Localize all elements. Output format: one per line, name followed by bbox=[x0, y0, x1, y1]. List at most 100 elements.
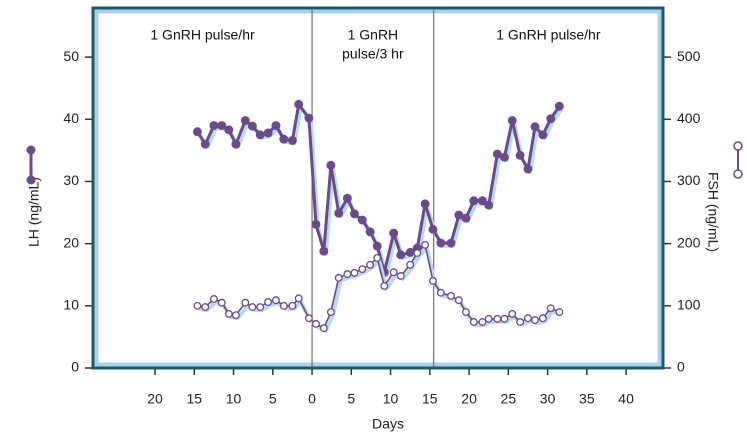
y2-tick-label: 400 bbox=[677, 110, 701, 126]
annotation: 1 GnRH pulse/hr bbox=[496, 27, 601, 43]
data-point bbox=[493, 314, 502, 323]
data-point bbox=[304, 113, 314, 123]
data-point bbox=[372, 241, 382, 251]
data-point bbox=[429, 277, 437, 285]
data-point bbox=[454, 210, 464, 220]
plot-frame bbox=[91, 6, 665, 370]
data-point bbox=[523, 164, 533, 174]
y-tick-label: 10 bbox=[63, 297, 79, 313]
data-point bbox=[231, 311, 240, 320]
data-point bbox=[515, 150, 525, 160]
data-point bbox=[516, 318, 525, 326]
y-tick-label: 20 bbox=[63, 234, 79, 250]
data-point bbox=[484, 200, 494, 210]
data-point bbox=[326, 160, 336, 170]
data-point bbox=[405, 247, 415, 257]
data-point bbox=[247, 121, 257, 131]
y2-tick-label: 0 bbox=[677, 359, 685, 375]
data-point bbox=[477, 196, 487, 206]
data-point bbox=[241, 298, 250, 307]
x-tick-label: 20 bbox=[147, 391, 163, 407]
x-tick-label: 15 bbox=[186, 391, 202, 407]
x-tick-label: 5 bbox=[347, 391, 355, 407]
data-point bbox=[531, 316, 539, 325]
data-point bbox=[349, 209, 359, 219]
y-tick-label: 50 bbox=[63, 48, 79, 64]
annotation: 1 GnRH bbox=[348, 27, 399, 43]
data-point bbox=[508, 309, 517, 318]
data-point bbox=[240, 116, 250, 125]
data-point bbox=[357, 215, 367, 225]
data-point bbox=[421, 240, 430, 249]
data-point bbox=[373, 253, 382, 262]
data-point bbox=[263, 128, 273, 138]
data-point bbox=[454, 296, 463, 305]
data-point bbox=[366, 260, 375, 269]
x-tick-label: 15 bbox=[422, 391, 438, 407]
data-point bbox=[255, 130, 265, 140]
data-point bbox=[304, 314, 313, 323]
data-point bbox=[319, 324, 328, 333]
data-point bbox=[217, 121, 227, 130]
x-axis-label: Days bbox=[372, 416, 404, 432]
data-point bbox=[288, 301, 297, 310]
y-axis-label: LH (ng/mL) bbox=[26, 177, 42, 247]
data-point bbox=[555, 308, 564, 316]
data-point bbox=[224, 125, 234, 135]
data-point bbox=[428, 224, 438, 234]
data-point bbox=[478, 318, 487, 326]
y2-tick-label: 300 bbox=[677, 172, 701, 188]
y2-tick-label: 500 bbox=[677, 48, 701, 64]
data-point bbox=[500, 314, 509, 323]
y2-axis-label: FSH (ng/mL) bbox=[705, 172, 721, 252]
data-point bbox=[224, 309, 233, 318]
data-point bbox=[209, 121, 219, 130]
y2-tick-label: 100 bbox=[677, 297, 701, 313]
data-point bbox=[334, 208, 344, 218]
data-point bbox=[365, 227, 375, 237]
data-point bbox=[193, 301, 202, 310]
data-point bbox=[319, 246, 329, 256]
data-point bbox=[420, 199, 430, 209]
data-point bbox=[200, 139, 210, 149]
legend-fsh-icon bbox=[733, 141, 743, 179]
data-point bbox=[389, 268, 398, 277]
data-point bbox=[530, 122, 540, 132]
data-point bbox=[554, 101, 564, 111]
legend-lh-icon bbox=[26, 145, 36, 185]
plot-inner-edge bbox=[91, 6, 665, 370]
data-point bbox=[312, 319, 320, 328]
data-point bbox=[287, 135, 297, 145]
data-point bbox=[311, 219, 321, 229]
data-point bbox=[469, 196, 479, 206]
data-point bbox=[380, 281, 389, 290]
data-point bbox=[524, 314, 532, 323]
data-point bbox=[350, 268, 359, 277]
x-tick-label: 5 bbox=[269, 391, 277, 407]
x-tick-label: 20 bbox=[461, 391, 477, 407]
annotation: 1 GnRH pulse/hr bbox=[150, 27, 255, 43]
data-point bbox=[279, 134, 289, 144]
x-tick-label: 35 bbox=[579, 391, 595, 407]
data-point bbox=[546, 114, 556, 124]
data-point bbox=[436, 238, 446, 248]
data-point bbox=[461, 213, 471, 223]
data-point bbox=[271, 296, 280, 305]
data-point bbox=[326, 308, 335, 316]
annotation: pulse/3 hr bbox=[342, 46, 404, 62]
x-tick-label: 25 bbox=[501, 391, 517, 407]
data-point bbox=[334, 273, 343, 282]
data-point bbox=[492, 149, 502, 159]
data-point bbox=[413, 249, 422, 257]
y2-tick-label: 200 bbox=[677, 234, 701, 250]
data-point bbox=[396, 272, 405, 280]
data-point bbox=[538, 314, 547, 323]
data-point bbox=[279, 301, 288, 310]
data-point bbox=[406, 260, 415, 269]
y-tick-label: 0 bbox=[71, 359, 79, 375]
data-point bbox=[192, 127, 202, 137]
x-tick-label: 10 bbox=[226, 391, 242, 407]
data-point bbox=[256, 303, 265, 312]
x-tick-label: 0 bbox=[308, 391, 316, 407]
